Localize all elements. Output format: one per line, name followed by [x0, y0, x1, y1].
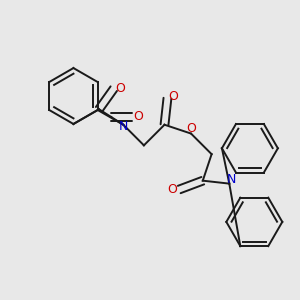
Text: O: O	[116, 82, 126, 95]
Text: O: O	[167, 183, 177, 196]
Text: O: O	[186, 122, 196, 135]
Text: N: N	[226, 173, 236, 186]
Text: O: O	[134, 110, 144, 124]
Text: N: N	[118, 120, 128, 133]
Text: O: O	[168, 90, 178, 103]
